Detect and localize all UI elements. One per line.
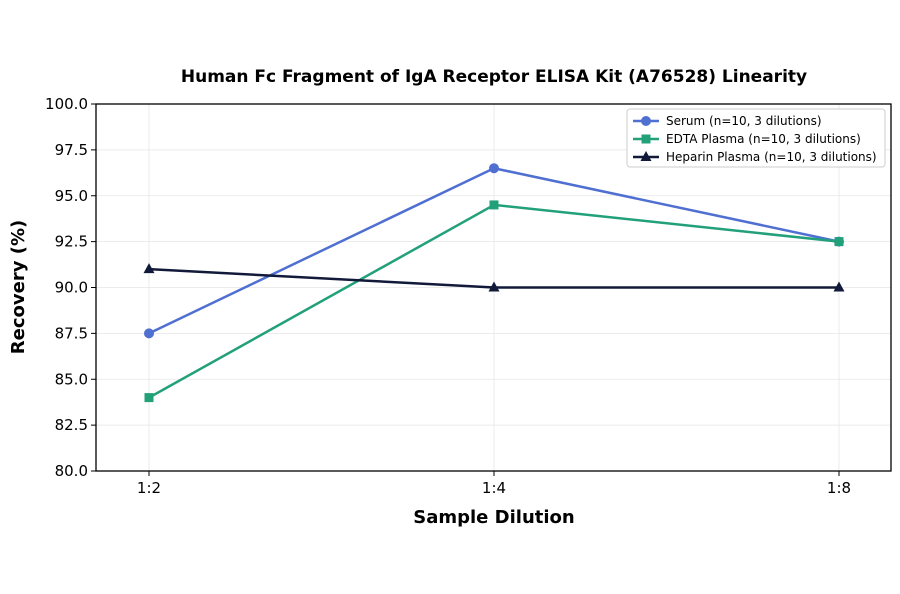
x-axis-ticks: 1:2 1:4 1:8: [137, 471, 851, 497]
legend-entry: EDTA Plasma (n=10, 3 dilutions): [633, 132, 861, 146]
legend-label: EDTA Plasma (n=10, 3 dilutions): [666, 132, 861, 146]
x-tick-label: 1:8: [827, 479, 851, 497]
data-point-marker: [833, 281, 845, 292]
y-tick-label: 100.0: [45, 95, 88, 113]
legend-entry: Serum (n=10, 3 dilutions): [633, 114, 822, 128]
y-tick-label: 92.5: [55, 233, 88, 251]
series-2: [143, 263, 845, 292]
legend-marker: [640, 151, 652, 161]
y-tick-label: 82.5: [55, 416, 88, 434]
data-point-marker: [488, 281, 500, 292]
legend-label: Heparin Plasma (n=10, 3 dilutions): [666, 150, 877, 164]
x-tick-label: 1:2: [137, 479, 161, 497]
y-axis-ticks: 80.0 82.5 85.0 87.5 90.0 92.5 95.0 97.5 100.0: [45, 95, 96, 480]
y-tick-label: 97.5: [55, 141, 88, 159]
chart-title: Human Fc Fragment of IgA Receptor ELISA …: [181, 67, 807, 87]
legend-marker: [641, 116, 651, 126]
data-point-marker: [143, 263, 155, 274]
y-tick-label: 80.0: [55, 462, 88, 480]
legend-entry: Heparin Plasma (n=10, 3 dilutions): [633, 150, 877, 164]
data-point-marker: [489, 163, 499, 174]
legend-label: Serum (n=10, 3 dilutions): [666, 114, 822, 128]
legend-marker: [641, 134, 651, 144]
series-1: [144, 200, 844, 403]
data-point-marker: [144, 328, 154, 339]
y-tick-label: 85.0: [55, 370, 88, 388]
y-tick-label: 95.0: [55, 187, 88, 205]
data-point-marker: [489, 200, 499, 210]
x-tick-label: 1:4: [482, 479, 506, 497]
data-point-marker: [834, 237, 844, 247]
data-point-marker: [144, 393, 154, 403]
x-axis-label: Sample Dilution: [413, 507, 574, 528]
plot-frame: [95, 103, 892, 472]
y-axis-label: Recovery (%): [8, 220, 29, 354]
y-tick-label: 87.5: [55, 324, 88, 342]
legend-box: [626, 108, 886, 168]
series-lines: [143, 163, 845, 403]
legend: Serum (n=10, 3 dilutions) EDTA Plasma (n=…: [626, 108, 886, 168]
y-tick-label: 90.0: [55, 279, 88, 297]
